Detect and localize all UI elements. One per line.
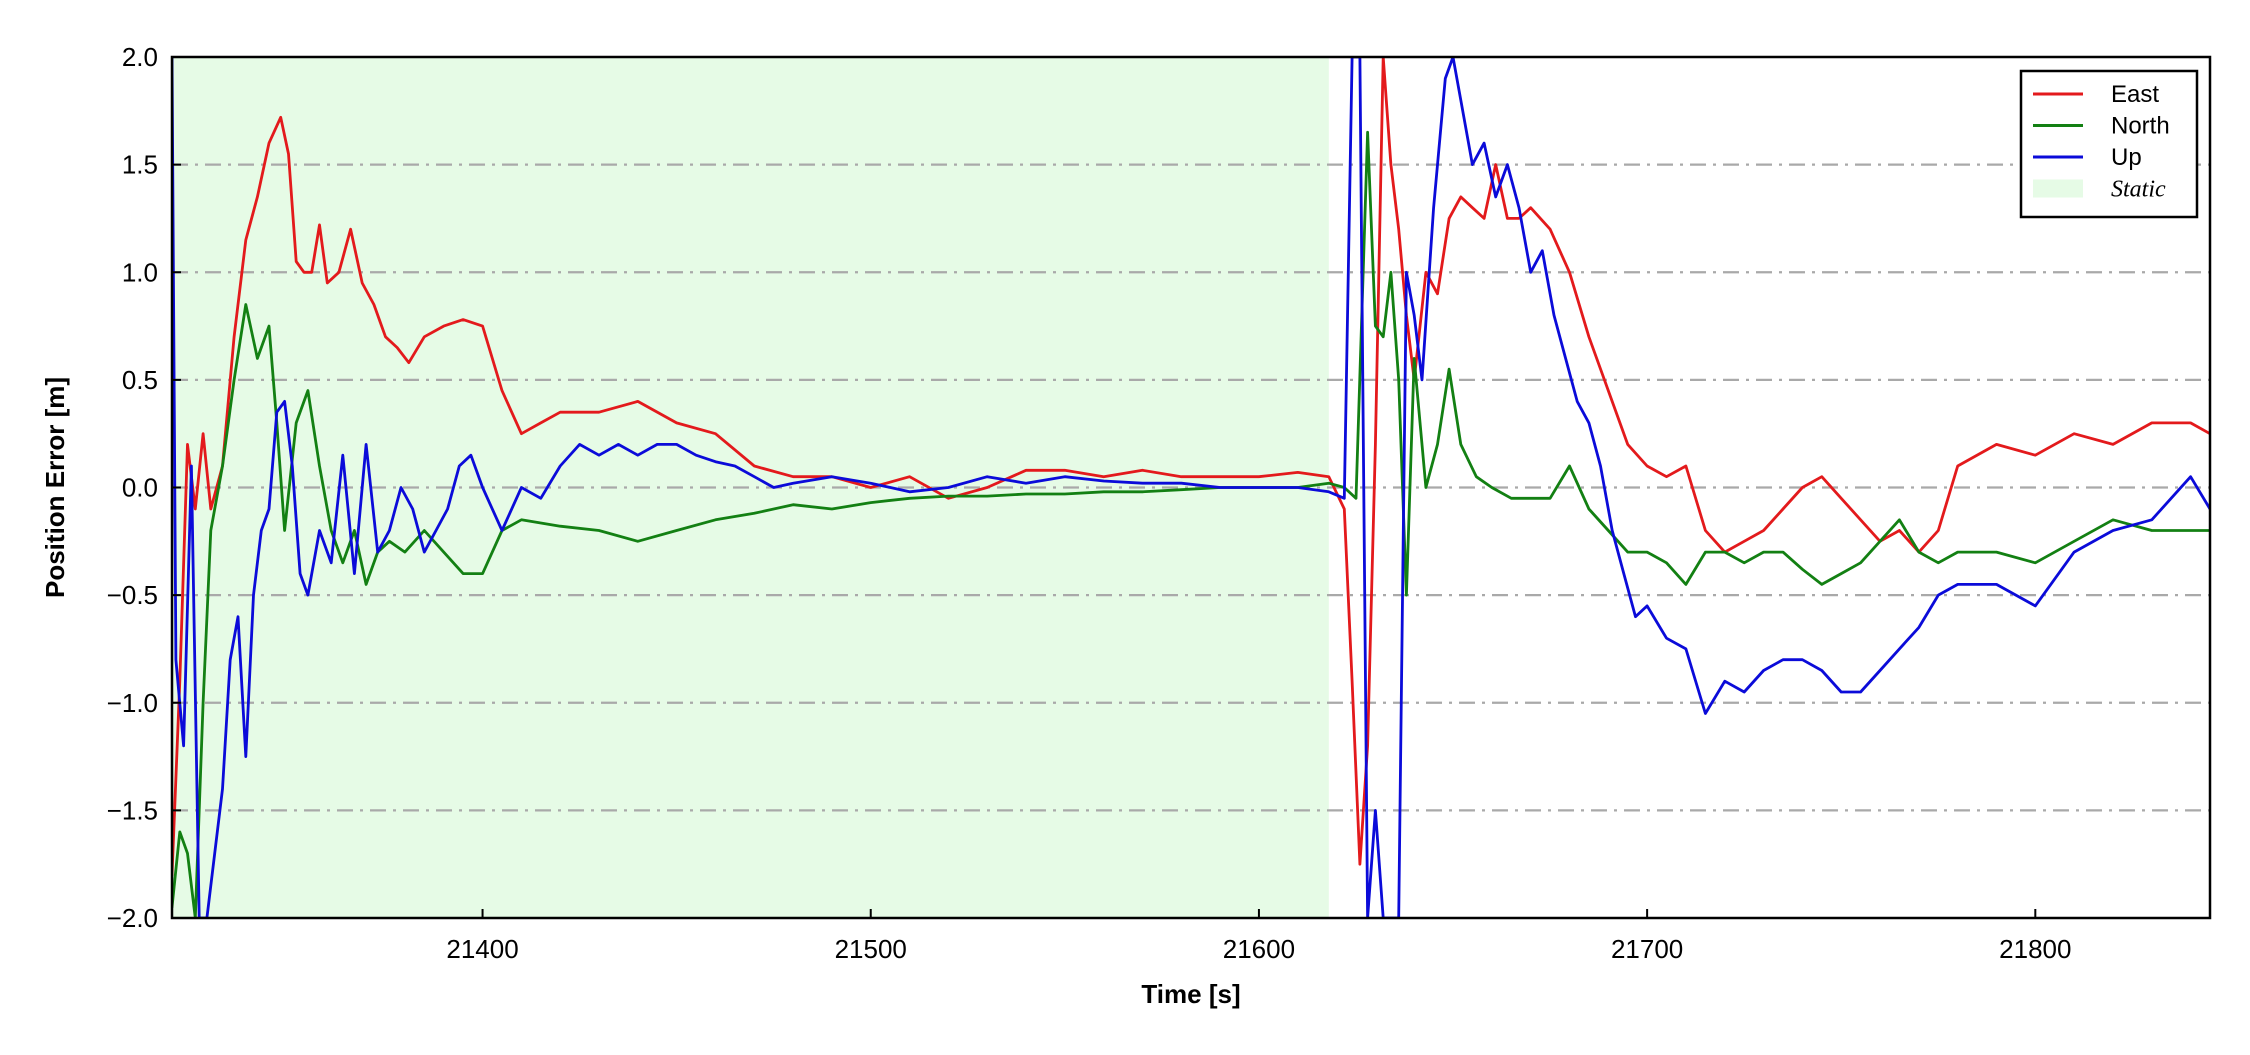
legend-label-up: Up [2111,144,2142,171]
x-axis-title: Time [s] [1141,979,1240,1009]
x-tick-label-1: 21500 [835,934,907,964]
y-tick-label-0: −2.0 [107,903,158,933]
y-tick-label-5: 0.5 [122,365,158,395]
legend-swatch-static [2033,179,2083,198]
x-tick-label-0: 21400 [446,934,518,964]
grid [172,163,2210,812]
legend-label-static: Static [2111,177,2166,203]
y-tick-label-4: 0.0 [122,473,158,503]
y-tick-label-7: 1.5 [122,150,158,180]
series-group [172,57,2210,918]
x-tick-label-4: 21800 [1999,934,2071,964]
series-line-east [172,57,2210,877]
x-tick-label-3: 21700 [1611,934,1683,964]
y-tick-label-8: 2.0 [122,42,158,72]
x-tick-label-2: 21600 [1223,934,1295,964]
legend-label-north: North [2111,113,2170,140]
y-axis-title: Position Error [m] [40,377,70,598]
y-tick-label-3: −0.5 [107,580,158,610]
legend: East North Up Static [2019,69,2199,219]
axes: 21400 21500 21600 21700 21800 −2.0 −1.5 −1.0 −0.… [107,42,2212,964]
series-line-up [172,57,2210,918]
y-tick-label-6: 1.0 [122,257,158,287]
legend-label-east: East [2111,81,2159,108]
y-tick-label-2: −1.0 [107,688,158,718]
y-tick-label-1: −1.5 [107,795,158,825]
